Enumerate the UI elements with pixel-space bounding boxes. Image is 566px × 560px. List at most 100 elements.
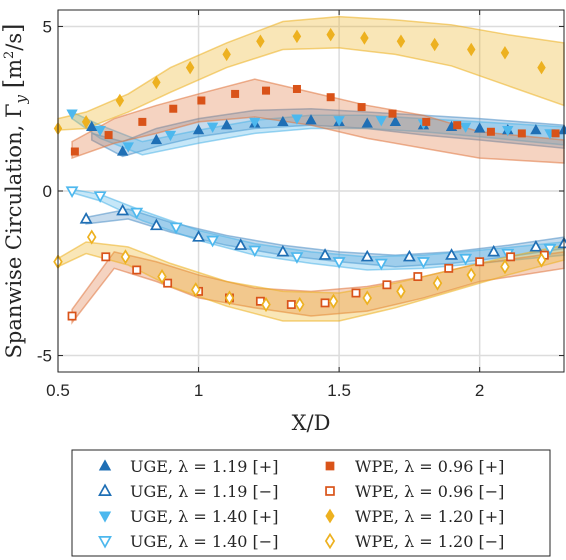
data-point (66, 109, 78, 120)
series-1 (79, 203, 566, 262)
data-point (506, 252, 516, 262)
data-point (351, 288, 361, 298)
legend-label: UGE, λ = 1.19 [−] (130, 482, 278, 501)
data-point (79, 211, 93, 224)
data-point (192, 124, 205, 135)
data-point (276, 244, 290, 257)
data-point (326, 93, 335, 102)
data-point (206, 122, 219, 133)
data-point (197, 96, 206, 105)
data-point (152, 75, 161, 90)
uncertainty-bands (57, 15, 565, 325)
y-tick-label: 5 (43, 17, 52, 36)
data-point (291, 114, 303, 125)
data-point (445, 248, 459, 260)
data-point (486, 127, 495, 136)
data-point (190, 282, 201, 298)
legend-marker (325, 486, 335, 496)
data-point (487, 244, 501, 257)
data-point (290, 252, 304, 264)
data-point (500, 259, 510, 275)
data-point (234, 238, 248, 250)
legend-entry-1: UGE, λ = 1.19 [−] (98, 482, 278, 501)
data-point (362, 290, 372, 306)
data-point (360, 249, 374, 262)
data-point (292, 84, 301, 93)
data-point (224, 290, 235, 306)
x-tick-label: 1.5 (327, 381, 351, 400)
data-point (120, 249, 131, 265)
data-point (164, 130, 177, 142)
x-tick-label: 1 (194, 381, 203, 400)
grid-lines (57, 10, 564, 372)
data-point (432, 275, 443, 291)
data-point (185, 60, 195, 75)
data-point (130, 207, 144, 220)
legend-box (71, 449, 551, 557)
data-point (459, 253, 473, 266)
data-point (517, 129, 526, 138)
data-point (453, 121, 462, 130)
data-point (332, 257, 346, 269)
data-point (396, 283, 406, 299)
data-point (249, 117, 261, 128)
data-point (115, 93, 125, 108)
axis-ticks: 0.5 1 1.5 2 -5 0 5 (37, 10, 564, 400)
data-point (305, 114, 317, 125)
data-point (416, 257, 430, 269)
data-point (357, 103, 366, 112)
legend-marker (98, 536, 112, 549)
data-point (86, 120, 98, 131)
data-point (261, 296, 271, 313)
data-point (374, 258, 388, 271)
data-point (81, 115, 91, 129)
y-axis-label-unit: m (2, 59, 26, 79)
data-point (502, 125, 514, 137)
data-point (192, 230, 206, 242)
data-point (459, 122, 472, 133)
data-point (65, 186, 79, 199)
data-point (67, 311, 77, 321)
data-point (122, 142, 134, 153)
data-point (262, 86, 271, 95)
data-point (396, 34, 406, 49)
data-point (150, 133, 163, 145)
data-point (163, 278, 173, 288)
legend-entry-7: WPE, λ = 1.20 [−] (324, 532, 504, 551)
legend-entry-6: WPE, λ = 1.20 [+] (325, 507, 504, 526)
legend-marker (325, 508, 335, 524)
y-tick-label: -5 (37, 347, 52, 366)
legend: UGE, λ = 1.19 [+] UGE, λ = 1.19 [−] UGE, λ… (71, 449, 551, 557)
x-tick-label: 2 (475, 381, 484, 400)
data-point (101, 252, 111, 262)
data-point (256, 34, 265, 49)
data-point (530, 124, 542, 135)
data-point (543, 243, 557, 256)
data-point (104, 131, 113, 140)
data-point (551, 129, 560, 138)
data-point (382, 280, 392, 290)
data-point (388, 109, 397, 118)
data-point (93, 191, 107, 203)
data-point (444, 263, 454, 273)
data-point (333, 116, 345, 127)
data-point (318, 248, 332, 260)
data-point (206, 235, 220, 248)
svg-text:Spanwise Circulation, Γy [m2/s: Spanwise Circulation, Γy [m2/s] (0, 23, 30, 358)
data-point (475, 257, 485, 267)
legend-marker (324, 532, 336, 550)
data-point (277, 115, 289, 127)
data-point (430, 37, 439, 52)
legend-label: WPE, λ = 0.96 [+] (355, 457, 504, 476)
data-point (248, 245, 262, 258)
legend-entry-5: WPE, λ = 0.96 [−] (325, 482, 504, 501)
legend-marker (325, 461, 335, 471)
data-point (537, 60, 546, 75)
data-point (286, 300, 296, 309)
data-point (326, 27, 335, 42)
y-axis-label-main: Spanwise Circulation, Γ (2, 103, 26, 358)
data-point (138, 117, 147, 126)
legend-entry-0: UGE, λ = 1.19 [+] (98, 457, 278, 476)
legend-label: UGE, λ = 1.40 [−] (130, 532, 278, 551)
